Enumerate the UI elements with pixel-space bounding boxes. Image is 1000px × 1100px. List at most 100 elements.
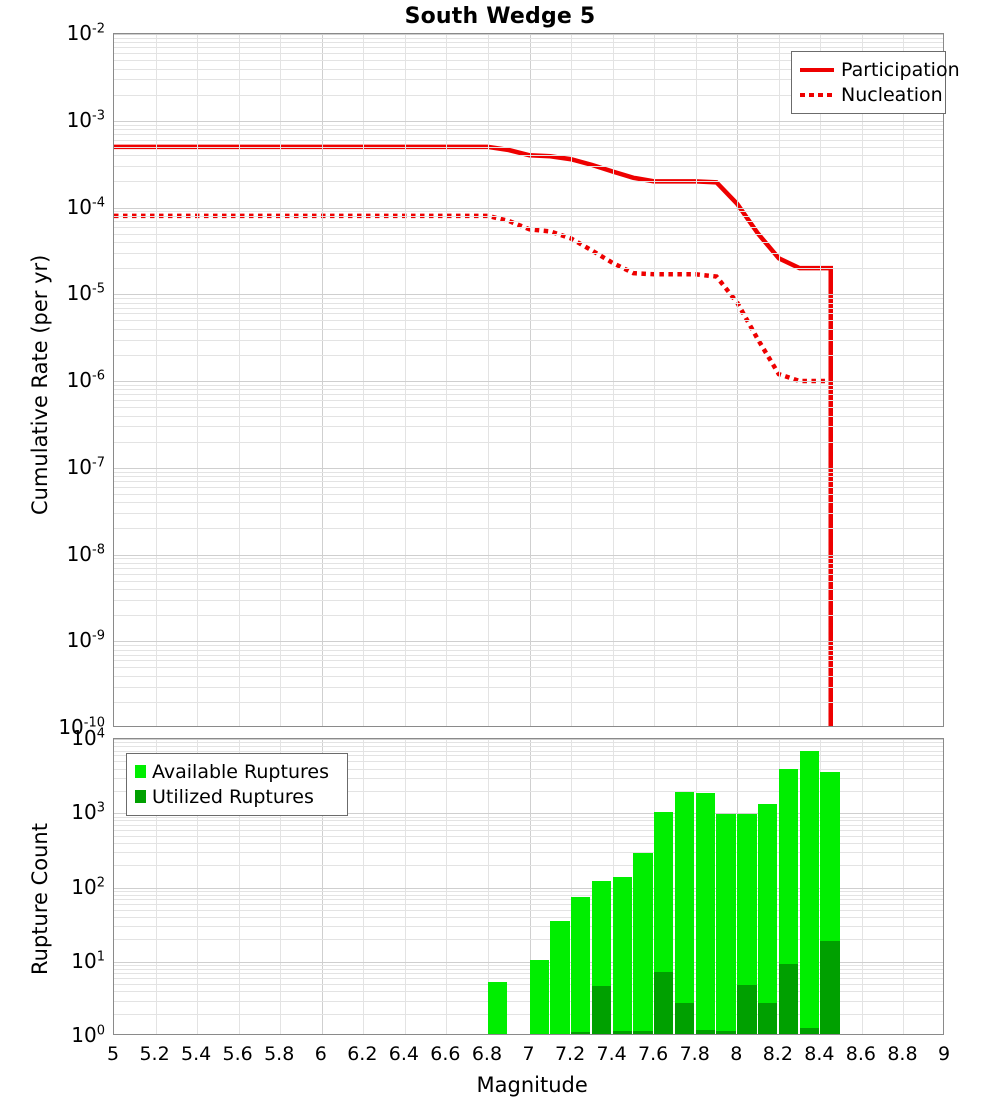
grid-line-vertical [654, 34, 656, 726]
x-tick-label: 7.8 [679, 1043, 710, 1065]
rupture-count-bar[interactable] [737, 813, 757, 1034]
top-panel-y-tick-label: 10-8 [66, 541, 105, 566]
rupture-count-bar[interactable] [695, 793, 715, 1034]
grid-line-vertical [695, 34, 697, 726]
grid-line-horizontal [114, 599, 943, 601]
rupture-count-bar[interactable] [778, 769, 799, 1034]
grid-line-horizontal [114, 313, 943, 315]
grid-line-vertical [861, 34, 863, 726]
grid-line-horizontal [114, 94, 943, 96]
grid-line-horizontal [114, 426, 943, 428]
grid-line-horizontal [114, 60, 943, 62]
grid-line-horizontal [114, 381, 943, 382]
top-panel-y-tick-label: 10-5 [66, 281, 105, 306]
grid-line-horizontal [114, 79, 943, 81]
bottom-panel-y-tick-label: 100 [71, 1023, 105, 1047]
grid-line-horizontal [114, 835, 943, 837]
legend-item-available-ruptures[interactable]: Available Ruptures [135, 759, 339, 784]
rupture-count-bar[interactable] [716, 813, 736, 1034]
grid-line-horizontal [114, 820, 943, 822]
grid-line-vertical [238, 34, 240, 726]
grid-line-horizontal [114, 400, 943, 402]
legend-item-participation[interactable]: Participation [800, 57, 960, 82]
grid-line-vertical [280, 739, 282, 1034]
grid-line-horizontal [114, 502, 943, 504]
rupture-count-bar[interactable] [487, 982, 508, 1034]
grid-line-horizontal [114, 339, 943, 341]
grid-line-vertical [529, 34, 531, 726]
bar-segment-utilized [799, 1028, 819, 1034]
rupture-count-legend: Available Ruptures Utilized Ruptures [126, 753, 348, 816]
rupture-count-bar[interactable] [571, 897, 591, 1034]
rupture-count-bar[interactable] [591, 881, 612, 1034]
grid-line-horizontal [114, 991, 943, 993]
rupture-count-bar[interactable] [612, 877, 632, 1034]
rupture-count-bar[interactable] [820, 771, 840, 1034]
grid-line-horizontal [114, 252, 943, 254]
grid-line-horizontal [114, 558, 943, 560]
rupture-count-bar[interactable] [654, 811, 674, 1034]
grid-line-horizontal [114, 973, 943, 975]
legend-item-utilized-ruptures[interactable]: Utilized Ruptures [135, 784, 339, 809]
grid-line-vertical [820, 34, 822, 726]
participation-line-icon [800, 67, 834, 72]
bar-segment-utilized [674, 1003, 695, 1034]
grid-line-horizontal [114, 660, 943, 662]
top-panel-y-tick-label: 10-9 [66, 628, 105, 653]
grid-line-horizontal [114, 471, 943, 473]
grid-line-horizontal [114, 675, 943, 677]
grid-line-horizontal [114, 139, 943, 141]
grid-line-vertical [238, 739, 240, 1034]
grid-line-horizontal [114, 384, 943, 386]
x-tick-label: 7.4 [596, 1043, 627, 1065]
rupture-count-bar[interactable] [758, 804, 778, 1034]
x-tick-label: 9 [937, 1043, 951, 1065]
rupture-count-bar[interactable] [674, 792, 695, 1034]
grid-line-horizontal [114, 513, 943, 515]
cumulative-rate-legend: Participation Nucleation [791, 51, 960, 114]
grid-line-horizontal [114, 146, 943, 148]
rupture-count-bar[interactable] [799, 750, 819, 1034]
grid-line-horizontal [114, 307, 943, 309]
grid-line-horizontal [114, 641, 943, 643]
grid-line-horizontal [114, 120, 943, 122]
bar-segment-available [695, 793, 715, 1034]
grid-line-horizontal [114, 486, 943, 488]
grid-line-horizontal [114, 829, 943, 831]
grid-line-horizontal [114, 686, 943, 688]
grid-line-horizontal [114, 890, 943, 892]
grid-line-horizontal [114, 294, 943, 296]
grid-line-horizontal [114, 894, 943, 896]
x-tick-label: 6 [314, 1043, 327, 1065]
grid-line-horizontal [114, 645, 943, 647]
grid-line-horizontal [114, 124, 943, 126]
grid-line-horizontal [114, 476, 943, 478]
x-tick-label: 8 [730, 1043, 743, 1065]
grid-line-horizontal [114, 166, 943, 168]
grid-line-horizontal [114, 701, 943, 703]
grid-line-vertical [197, 739, 199, 1034]
legend-label-available-ruptures: Available Ruptures [152, 760, 329, 783]
grid-line-horizontal [114, 53, 943, 55]
grid-line-horizontal [114, 615, 943, 617]
grid-line-horizontal [114, 268, 943, 270]
bar-segment-utilized [737, 984, 757, 1034]
grid-line-horizontal [114, 220, 943, 222]
grid-line-vertical [861, 739, 863, 1034]
grid-line-horizontal [114, 865, 943, 867]
grid-line-horizontal [114, 790, 943, 792]
grid-line-horizontal [114, 813, 943, 815]
chart-title: South Wedge 5 [404, 4, 596, 29]
rupture-count-bar[interactable] [550, 921, 570, 1034]
grid-line-horizontal [114, 242, 943, 244]
x-tick-label: 6.6 [430, 1043, 461, 1065]
legend-item-nucleation[interactable]: Nucleation [800, 82, 943, 107]
bottom-panel-y-tick-label: 103 [71, 800, 105, 825]
grid-line-vertical [487, 34, 489, 726]
rupture-count-bar[interactable] [633, 853, 653, 1034]
grid-line-horizontal [114, 649, 943, 651]
x-tick-label: 6.4 [388, 1043, 419, 1065]
x-tick-label: 8.4 [804, 1043, 835, 1065]
bar-segment-available [674, 792, 695, 1034]
rupture-count-bar[interactable] [529, 959, 549, 1034]
